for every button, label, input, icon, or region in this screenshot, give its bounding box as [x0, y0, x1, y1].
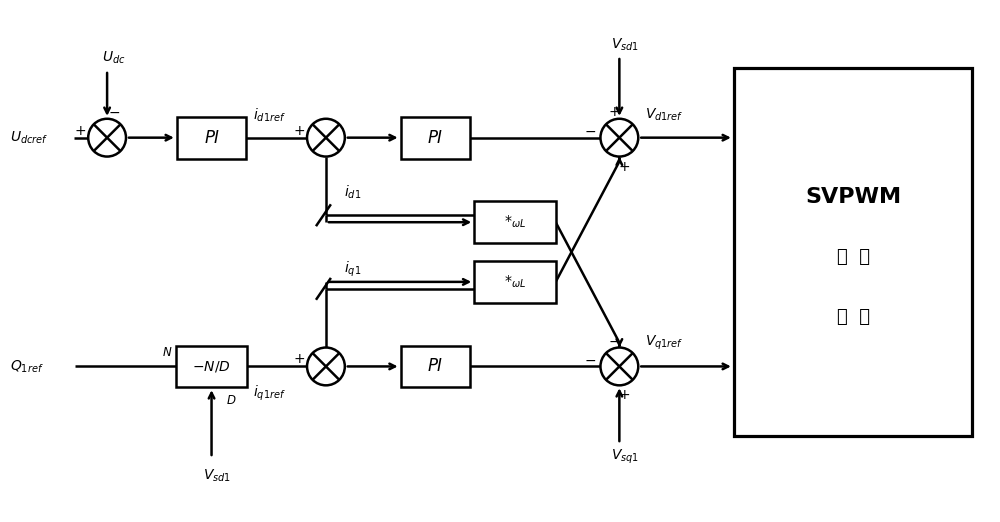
- Circle shape: [307, 348, 345, 385]
- Text: $D$: $D$: [226, 394, 237, 407]
- Bar: [401, 117, 470, 159]
- Text: $i_{d1}$: $i_{d1}$: [344, 184, 361, 201]
- Text: $-$: $-$: [584, 124, 597, 138]
- Text: $i_{d1ref}$: $i_{d1ref}$: [253, 106, 286, 124]
- Text: $-$: $-$: [608, 334, 620, 348]
- Text: $V_{sd1}$: $V_{sd1}$: [611, 37, 639, 53]
- Text: $+$: $+$: [608, 105, 620, 119]
- Text: $Q_{1ref}$: $Q_{1ref}$: [10, 358, 43, 375]
- Text: $+$: $+$: [293, 352, 305, 366]
- Text: PI: PI: [428, 128, 443, 147]
- Text: 脉  冲: 脉 冲: [837, 248, 870, 266]
- Circle shape: [600, 348, 638, 385]
- Text: $V_{sd1}$: $V_{sd1}$: [203, 468, 231, 484]
- Text: SVPWM: SVPWM: [805, 187, 901, 207]
- Text: 调  制: 调 制: [837, 307, 870, 326]
- Text: $V_{d1ref}$: $V_{d1ref}$: [645, 106, 684, 123]
- Bar: [177, 117, 246, 159]
- Text: $+$: $+$: [74, 124, 86, 138]
- Text: $-$: $-$: [108, 105, 120, 119]
- Bar: [474, 261, 556, 303]
- Text: $+$: $+$: [293, 124, 305, 138]
- Text: $U_{dcref}$: $U_{dcref}$: [10, 129, 48, 146]
- Circle shape: [88, 119, 126, 157]
- Text: $-$: $-$: [584, 352, 597, 366]
- Text: PI: PI: [204, 128, 219, 147]
- Bar: [734, 68, 972, 436]
- Text: $i_{q1}$: $i_{q1}$: [344, 259, 361, 279]
- Circle shape: [307, 119, 345, 157]
- Text: $V_{q1ref}$: $V_{q1ref}$: [645, 333, 684, 351]
- Text: $+$: $+$: [618, 388, 630, 402]
- Bar: [176, 346, 247, 387]
- Text: $-N/D$: $-N/D$: [192, 359, 231, 374]
- Text: PI: PI: [428, 358, 443, 375]
- Circle shape: [600, 119, 638, 157]
- Bar: [474, 201, 556, 243]
- Bar: [401, 346, 470, 387]
- Text: $*_{\omega L}$: $*_{\omega L}$: [504, 214, 526, 230]
- Text: $U_{dc}$: $U_{dc}$: [102, 50, 126, 66]
- Text: $i_{q1ref}$: $i_{q1ref}$: [253, 383, 286, 402]
- Text: $V_{sq1}$: $V_{sq1}$: [611, 448, 639, 466]
- Text: $N$: $N$: [162, 346, 173, 359]
- Text: $*_{\omega L}$: $*_{\omega L}$: [504, 274, 526, 290]
- Text: $+$: $+$: [618, 160, 630, 173]
